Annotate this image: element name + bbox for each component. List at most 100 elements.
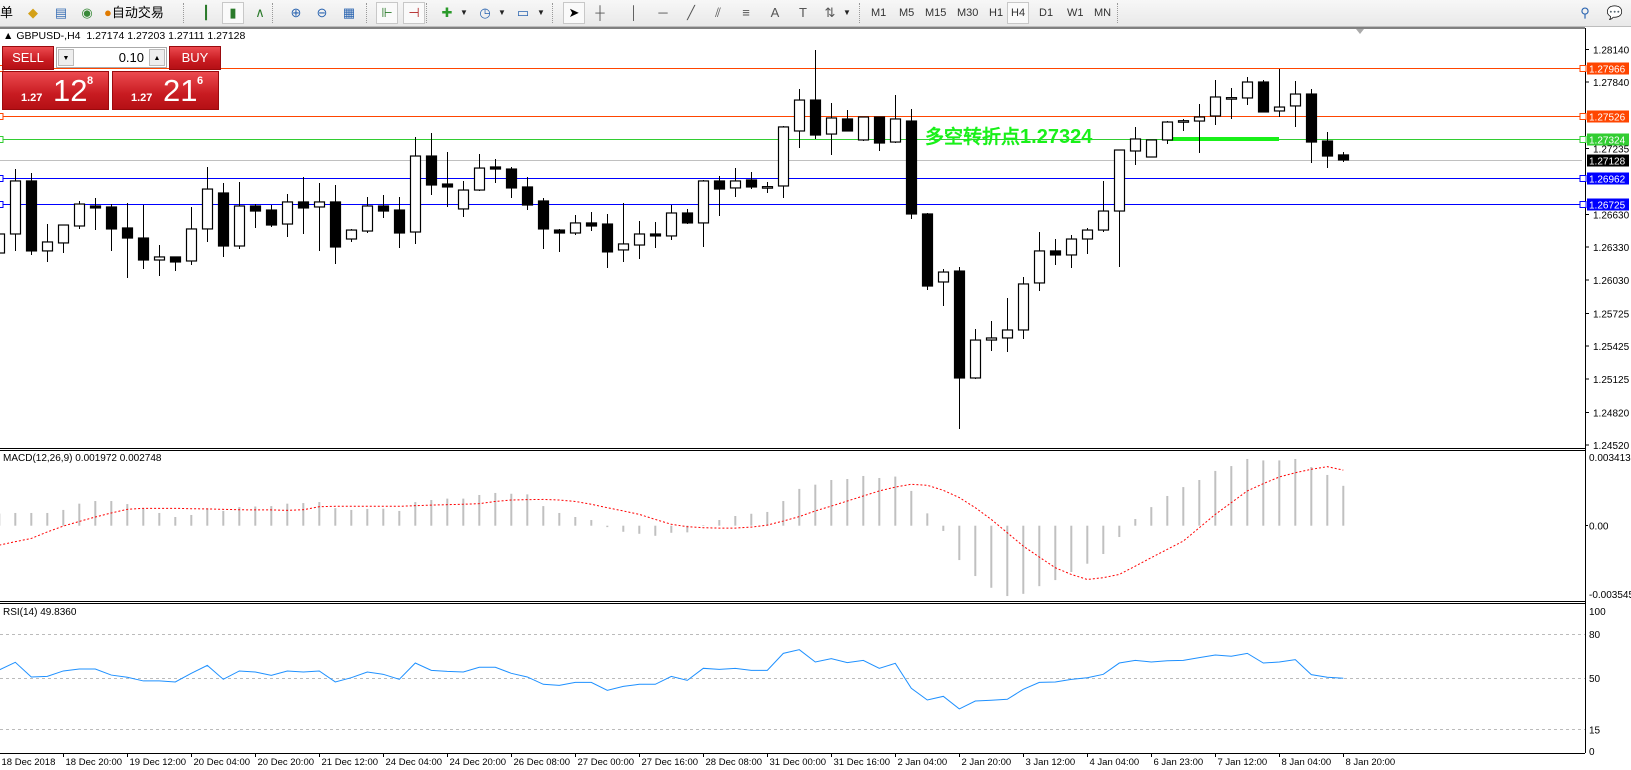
text-icon[interactable]: A [770, 5, 780, 20]
vertical-line-icon[interactable]: │ [629, 5, 639, 20]
autotrading-button[interactable]: ●自动交易 [104, 3, 178, 23]
timeframe-m5[interactable]: M5 [899, 7, 915, 19]
buy-price[interactable]: 1.27 21 6 [112, 71, 219, 110]
timeframe-h4[interactable]: H4 [1007, 2, 1030, 24]
lot-value[interactable]: 0.10 [118, 50, 144, 65]
time-axis-label: 8 Jan 20:00 [1346, 757, 1396, 768]
trendline-icon[interactable]: ╱ [687, 5, 695, 20]
rsi-axis-label: 15 [1589, 725, 1601, 736]
bullish-candle [313, 201, 326, 208]
bullish-candle [409, 155, 422, 233]
periods-clock-icon[interactable]: ◷ [479, 5, 491, 20]
timeframe-mn[interactable]: MN [1094, 7, 1112, 19]
gold-icon[interactable]: ◆ [28, 5, 38, 20]
bearish-candle [25, 180, 38, 252]
fibo-fan-icon[interactable]: ≡ [742, 5, 750, 20]
sell-button[interactable]: SELL [2, 46, 54, 70]
bullish-candle [153, 256, 166, 261]
timeframe-m1[interactable]: M1 [871, 7, 887, 19]
fibonacci-icon[interactable]: ⫽ [715, 5, 721, 20]
sell-price-big: 12 [53, 73, 88, 108]
macd-histogram-bar [334, 508, 337, 526]
sell-price-pip: 8 [87, 75, 94, 87]
time-axis-label: 2 Jan 04:00 [898, 757, 948, 768]
line-chart-icon[interactable]: ∧ [255, 5, 265, 20]
auto-scroll-icon[interactable]: ⊣ [403, 2, 425, 24]
search-icon[interactable]: ⚲ [1580, 5, 1590, 20]
bullish-candle [281, 201, 294, 225]
signals-icon[interactable]: ◉ [81, 5, 93, 20]
timeframe-m30[interactable]: M30 [957, 7, 979, 19]
bullish-candle [345, 229, 358, 240]
chevron-down-icon[interactable]: ▼ [460, 8, 468, 17]
bearish-candle [1305, 93, 1318, 143]
chevron-down-icon[interactable]: ▼ [498, 8, 506, 17]
chart-shift-icon[interactable]: ⊩ [376, 2, 398, 24]
pivot-annotation[interactable]: 多空转折点1.27324 [925, 122, 1092, 149]
price-line-handle [1579, 113, 1587, 120]
rsi-axis-label: 100 [1589, 607, 1606, 618]
macd-histogram-bar [1198, 480, 1201, 526]
candlestick-chart-icon[interactable]: ▮ [222, 2, 244, 24]
time-axis-label: 27 Dec 00:00 [578, 757, 635, 768]
time-axis-label: 24 Dec 20:00 [450, 757, 507, 768]
lot-decrease-button[interactable]: ▼ [58, 49, 74, 66]
bearish-candle [1257, 81, 1270, 113]
chevron-down-icon[interactable]: ▼ [537, 8, 545, 17]
timeframe-d1[interactable]: D1 [1039, 7, 1054, 19]
arrows-icon[interactable]: ⇅ [824, 5, 836, 20]
timeframe-h1[interactable]: H1 [989, 7, 1004, 19]
bullish-candle [73, 203, 86, 227]
bearish-candle [553, 229, 566, 234]
cursor-icon[interactable]: ➤ [563, 2, 585, 24]
bullish-candle [1273, 106, 1286, 112]
timeframe-m15[interactable]: M15 [925, 7, 947, 19]
bearish-candle [249, 205, 262, 212]
bullish-candle [0, 233, 6, 254]
horizontal-line-icon[interactable]: ─ [658, 5, 668, 20]
zoom-out-icon[interactable]: ⊖ [316, 5, 328, 20]
bullish-candle [793, 99, 806, 132]
bullish-candle [1289, 93, 1302, 107]
autotrading-icon: ● [104, 5, 112, 20]
macd-histogram-bar [1310, 467, 1313, 526]
macd-histogram-bar [1326, 474, 1329, 526]
templates-icon[interactable]: ▭ [516, 5, 530, 20]
timeframe-w1[interactable]: W1 [1067, 7, 1084, 19]
bar-chart-icon[interactable]: ┃ [202, 5, 210, 20]
collapse-triangle-icon[interactable]: ▲ [3, 30, 17, 42]
macd-histogram-bar [62, 509, 65, 526]
bearish-candle [297, 201, 310, 209]
macd-histogram-bar [190, 514, 193, 526]
price-axis-label: 1.25725 [1593, 309, 1630, 320]
bullish-candle [41, 241, 54, 252]
chevron-down-icon[interactable]: ▼ [843, 8, 851, 17]
indicators-icon[interactable]: ✚ [441, 5, 453, 20]
bullish-candle [1113, 149, 1126, 212]
new-order-menu-partial[interactable]: 单 [0, 5, 14, 20]
macd-histogram-bar [846, 478, 849, 526]
data-window-icon[interactable]: ▤ [54, 5, 68, 20]
macd-histogram-bar [686, 525, 689, 533]
macd-histogram-bar [30, 512, 33, 526]
price-axis-label: 1.27840 [1593, 78, 1630, 89]
macd-histogram-bar [1038, 525, 1041, 587]
rsi-axis-label: 0 [1589, 747, 1595, 758]
zoom-in-icon[interactable]: ⊕ [290, 5, 302, 20]
tile-windows-icon[interactable]: ▦ [342, 5, 356, 20]
rsi-axis-label: 80 [1589, 630, 1601, 641]
crosshair-icon[interactable]: ┼ [595, 5, 605, 20]
chat-icon[interactable]: 💬 [1606, 5, 1624, 20]
lot-size-input[interactable]: ▼ 0.10 ▲ [56, 47, 167, 68]
sell-price[interactable]: 1.27 12 8 [2, 71, 109, 110]
lot-increase-button[interactable]: ▲ [149, 49, 165, 66]
sell-price-prefix: 1.27 [21, 92, 43, 104]
macd-label: MACD(12,26,9) 0.001972 0.002748 [3, 453, 162, 464]
separator [272, 3, 274, 23]
macd-histogram-bar [126, 504, 129, 526]
macd-histogram-bar [286, 503, 289, 526]
time-axis-label: 19 Dec 12:00 [130, 757, 187, 768]
buy-button[interactable]: BUY [169, 46, 221, 70]
text-label-icon[interactable]: T [799, 5, 807, 20]
